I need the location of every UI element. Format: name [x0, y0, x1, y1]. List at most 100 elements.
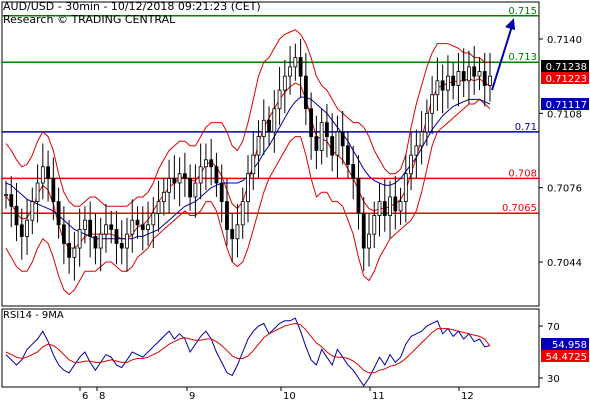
time-tick-label: 10	[283, 391, 296, 400]
candle-body	[77, 229, 82, 249]
candle-body	[230, 229, 235, 240]
candle-body	[188, 177, 193, 198]
candle-body	[314, 136, 319, 151]
candle-body	[398, 201, 403, 212]
candle-body	[256, 136, 261, 156]
candle-body	[325, 122, 329, 137]
candle-body	[172, 177, 177, 184]
candle-body	[130, 219, 135, 235]
candle-body	[456, 71, 461, 86]
candle-body	[93, 236, 98, 249]
level-label: 0.708	[508, 168, 537, 179]
candle-body	[67, 243, 72, 258]
candle-body	[388, 196, 392, 216]
candle-body	[119, 243, 124, 249]
candle-body	[267, 119, 271, 133]
price-tag-label: 0.71223	[546, 74, 587, 85]
time-tick-label: 8	[99, 391, 105, 400]
candle-body	[30, 201, 35, 221]
candle-body	[246, 173, 250, 203]
candle-body	[156, 201, 161, 214]
candle-body	[488, 75, 492, 86]
candle-body	[140, 224, 145, 230]
candle-body	[403, 173, 408, 203]
candle-body	[83, 219, 87, 230]
candle-body	[19, 224, 24, 237]
candle-body	[482, 71, 487, 86]
candle-body	[240, 201, 245, 226]
candle-body	[109, 224, 114, 230]
candle-body	[193, 182, 198, 198]
candle-body	[204, 159, 208, 168]
price-tag-box	[541, 72, 589, 84]
candle-body	[330, 136, 335, 156]
candle-body	[198, 166, 203, 184]
candle-body	[451, 75, 456, 86]
price-tick-label: 0.7140	[547, 35, 582, 46]
candle-body	[146, 224, 150, 230]
candle-body	[161, 191, 166, 203]
candle-body	[135, 219, 140, 226]
candle-body	[209, 159, 214, 168]
arrow-shaft	[491, 25, 513, 91]
level-label: 0.71	[515, 122, 537, 133]
candle-body	[377, 201, 382, 216]
candles	[4, 39, 492, 281]
chart-title: AUD/USD - 30min - 10/12/2018 09:21:23 (C…	[3, 0, 261, 13]
candle-body	[251, 154, 256, 175]
arrow-head	[505, 18, 515, 31]
candle-body	[4, 194, 8, 197]
candle-body	[409, 154, 413, 175]
candle-body	[319, 122, 324, 151]
rsi-tag-box	[541, 350, 589, 362]
rsi-series-9ma	[5, 322, 491, 374]
candle-body	[477, 71, 482, 77]
candle-body	[125, 233, 129, 249]
candle-body	[182, 173, 187, 179]
candle-body	[446, 75, 450, 91]
bollinger-upper-line	[5, 29, 490, 207]
candle-body	[72, 247, 77, 258]
level-label: 0.715	[508, 6, 537, 17]
time-tick-label: 11	[372, 391, 385, 400]
candle-body	[104, 224, 108, 235]
candle-body	[151, 212, 156, 226]
candle-body	[261, 119, 266, 137]
candle-body	[303, 75, 308, 110]
price-axis: 0.7140 0.7108 0.7076 0.7044	[539, 35, 582, 269]
candle-body	[461, 71, 466, 82]
candle-body	[114, 229, 119, 244]
candle-body	[177, 173, 182, 184]
candle-body	[419, 131, 424, 147]
candle-body	[282, 75, 287, 91]
candle-body	[340, 131, 345, 147]
candle-body	[25, 219, 29, 237]
candle-body	[214, 166, 219, 184]
candle-body	[346, 145, 350, 165]
candle-body	[51, 177, 56, 203]
candle-body	[167, 177, 171, 193]
forecast-arrow	[491, 18, 515, 91]
candle-body	[367, 233, 371, 249]
rsi-series-rsi14	[5, 317, 491, 387]
rsi-tag-label: 54.4725	[546, 352, 587, 363]
candle-body	[424, 112, 429, 133]
candle-body	[382, 201, 387, 216]
candle-body	[430, 94, 435, 114]
key-levels: 0.715 0.713 0.71 0.708 0.7065	[2, 6, 539, 214]
price-tick-label: 0.7076	[547, 184, 582, 195]
candle-body	[335, 131, 340, 156]
candle-body	[393, 196, 398, 212]
bollinger-lower-line	[5, 98, 491, 296]
candle-body	[225, 201, 229, 230]
rsi-tick-label: 70	[547, 322, 560, 333]
time-tick-label: 12	[461, 391, 474, 400]
price-tick-label: 0.7044	[547, 258, 582, 269]
candle-body	[272, 108, 277, 133]
candle-body	[414, 145, 419, 156]
time-tick-label: 9	[189, 391, 195, 400]
candle-body	[98, 233, 103, 249]
